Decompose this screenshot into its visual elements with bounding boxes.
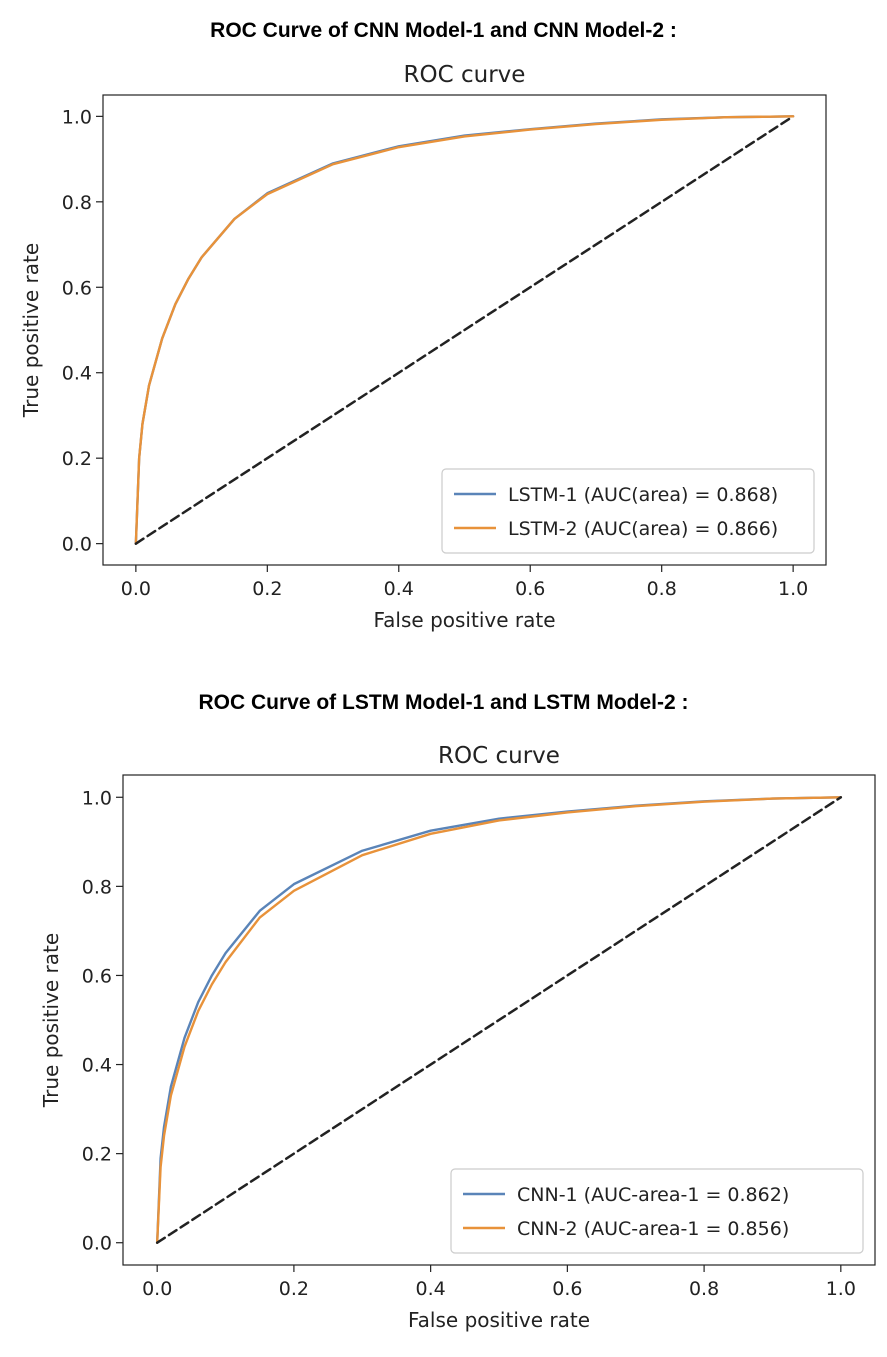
legend-box — [450, 1168, 864, 1254]
diagonal-reference-line — [134, 115, 795, 545]
y-tick-label: 1.0 — [82, 787, 112, 809]
x-tick-label: 0.0 — [121, 578, 151, 600]
x-tick-label: 0.4 — [384, 578, 414, 600]
roc-chart-2: ROC curve 0.0 0.2 0.4 0.6 0.8 1.0 0.0 0.2 0.4 0.6 0… — [39, 743, 876, 1332]
y-tick-label: 0.4 — [82, 1055, 112, 1077]
y-tick-label: 0.2 — [82, 1144, 112, 1166]
x-tick-label: 0.4 — [416, 1278, 446, 1300]
plot-area-frame — [122, 774, 876, 1266]
legend-label-1: LSTM-1 (AUC(area) = 0.868) — [508, 484, 778, 506]
y-tick-label: 0.4 — [62, 363, 92, 385]
x-tick-label: 0.6 — [515, 578, 545, 600]
diagonal-reference-line — [155, 796, 843, 1244]
series-line-2 — [155, 796, 843, 1244]
chart-title: ROC curve — [438, 743, 560, 769]
chart-title: ROC curve — [404, 62, 526, 88]
y-tick-label: 0.2 — [62, 448, 92, 470]
y-tick-label: 1.0 — [62, 106, 92, 128]
y-tick-label: 0.8 — [82, 876, 112, 898]
legend-label-2: CNN-2 (AUC-area-1 = 0.856) — [517, 1218, 789, 1240]
x-tick-label: 0.2 — [279, 1278, 309, 1300]
legend-label-2: LSTM-2 (AUC(area) = 0.866) — [508, 518, 778, 540]
legend-label-1: CNN-1 (AUC-area-1 = 0.862) — [517, 1184, 789, 1206]
x-axis-label: False positive rate — [374, 608, 556, 632]
y-tick-label: 0.6 — [62, 277, 92, 299]
x-tick-label: 1.0 — [778, 578, 808, 600]
chart-heading-1: ROC Curve of CNN Model-1 and CNN Model-2… — [210, 19, 677, 42]
x-tick-label: 0.8 — [647, 578, 677, 600]
x-tick-label: 0.2 — [252, 578, 282, 600]
x-tick-label: 0.0 — [142, 1278, 172, 1300]
x-axis-label: False positive rate — [408, 1308, 590, 1332]
chart-heading-2: ROC Curve of LSTM Model-1 and LSTM Model… — [198, 691, 689, 714]
y-axis-label: True positive rate — [39, 933, 63, 1108]
series-line-2 — [134, 115, 795, 545]
plot-area-frame — [102, 94, 827, 566]
y-tick-label: 0.0 — [62, 534, 92, 556]
roc-chart-1: ROC curve 0.0 0.2 0.4 0.6 0.8 1.0 0.0 0.2 0.4 0.6 0… — [19, 62, 827, 632]
y-tick-label: 0.6 — [82, 965, 112, 987]
y-tick-label: 0.8 — [62, 192, 92, 214]
y-axis-label: True positive rate — [19, 243, 43, 418]
legend-box — [441, 468, 815, 554]
x-tick-label: 0.8 — [689, 1278, 719, 1300]
legend: LSTM-1 (AUC(area) = 0.868) LSTM-2 (AUC(ar… — [441, 468, 815, 554]
legend: CNN-1 (AUC-area-1 = 0.862) CNN-2 (AUC-are… — [450, 1168, 864, 1254]
x-tick-label: 1.0 — [826, 1278, 856, 1300]
x-tick-label: 0.6 — [552, 1278, 582, 1300]
y-tick-label: 0.0 — [82, 1233, 112, 1255]
